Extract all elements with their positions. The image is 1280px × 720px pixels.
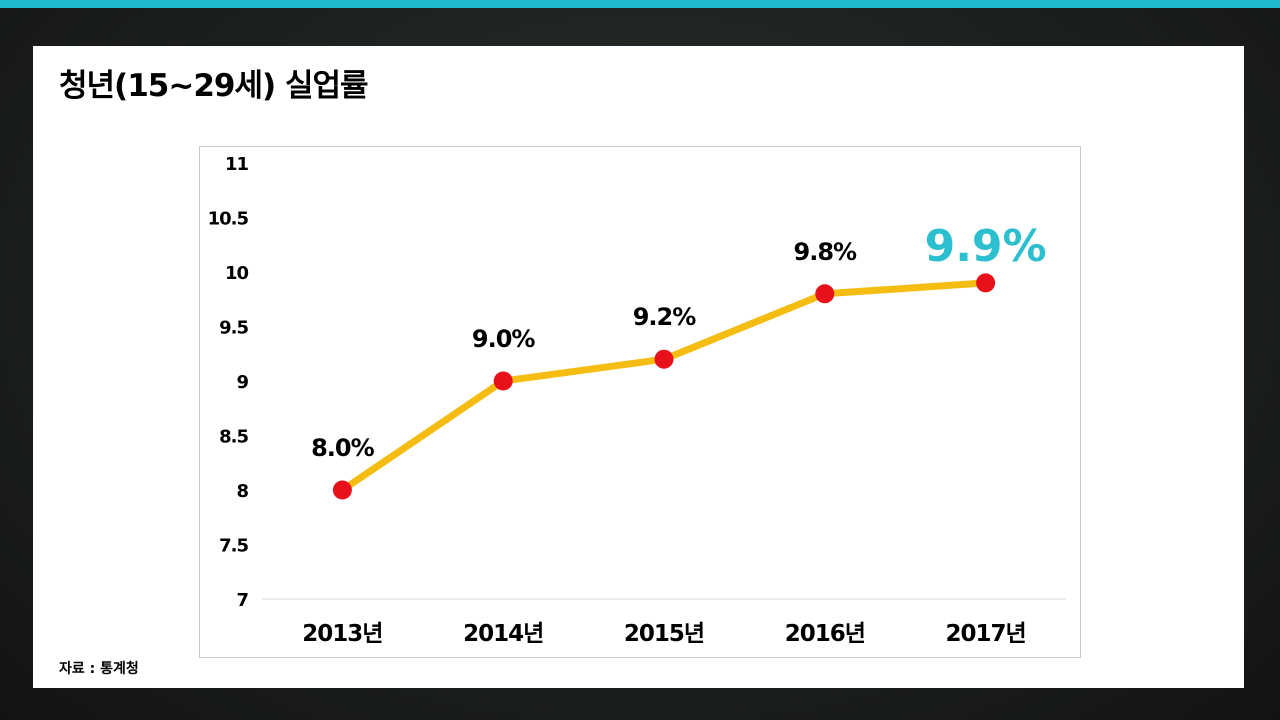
y-tick-label: 10 — [225, 263, 249, 284]
y-tick-label: 9 — [236, 372, 248, 393]
slide-title: 청년(15~29세) 실업률 — [59, 68, 369, 104]
x-tick-label: 2014년 — [463, 621, 543, 647]
top-accent-bar — [0, 0, 1280, 8]
data-point-marker — [976, 273, 996, 293]
chart-frame: 7 7.5 8 8.5 9 9.5 10 10.5 11 2013년 2014년 2015년 2016년… — [199, 146, 1081, 658]
data-label: 9.0% — [472, 325, 536, 353]
source-note: 자료 : 통계청 — [59, 661, 139, 677]
slide-canvas: 청년(15~29세) 실업률 7 7.5 8 8.5 9 9.5 10 10.5 11 2013년… — [33, 46, 1244, 688]
data-point-marker — [654, 349, 674, 369]
x-tick-label: 2017년 — [946, 621, 1026, 647]
data-label: 9.8% — [794, 238, 858, 266]
data-label: 8.0% — [311, 434, 375, 462]
y-tick-label: 9.5 — [219, 318, 248, 339]
data-label-highlight: 9.9% — [925, 221, 1047, 272]
x-tick-label: 2015년 — [624, 621, 704, 647]
data-point-marker — [493, 371, 513, 391]
y-tick-label: 7.5 — [219, 536, 248, 557]
y-tick-label: 11 — [225, 154, 249, 175]
data-point-marker — [332, 480, 352, 500]
y-tick-label: 8.5 — [219, 427, 248, 448]
line-chart: 7 7.5 8 8.5 9 9.5 10 10.5 11 2013년 2014년 2015년 2016년… — [208, 154, 1066, 647]
x-tick-label: 2016년 — [785, 621, 865, 647]
x-tick-label: 2013년 — [302, 621, 382, 647]
y-tick-label: 8 — [236, 481, 248, 502]
data-label: 9.2% — [633, 303, 697, 331]
y-tick-label: 10.5 — [208, 209, 249, 230]
y-tick-label: 7 — [236, 590, 248, 611]
data-point-marker — [815, 284, 835, 304]
